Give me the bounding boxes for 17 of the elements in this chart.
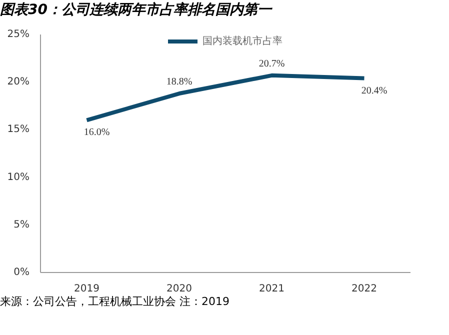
x-tick-label: 2022 (352, 284, 377, 294)
y-tick-label: 20% (7, 76, 30, 88)
y-tick-label: 5% (14, 219, 30, 230)
y-tick-label: 15% (7, 124, 30, 136)
legend-label: 国内装载机市占率 (202, 34, 282, 48)
y-tick-label: 0% (14, 267, 30, 278)
source-note: 来源：公司公告，工程机械工业协会 注：2019 (0, 294, 230, 310)
x-tick-label: 2021 (259, 284, 284, 294)
x-tick-label: 2019 (74, 284, 100, 294)
y-tick-label: 25% (7, 29, 30, 40)
data-label: 18.8% (166, 76, 192, 88)
x-tick-label: 2020 (166, 284, 192, 294)
data-label: 20.4% (361, 85, 388, 96)
data-label: 16.0% (84, 127, 110, 138)
y-tick-label: 10% (7, 172, 30, 183)
chart-title: 图表30：公司连续两年市占率排名国内第一 (0, 0, 272, 20)
data-label: 20.7% (258, 58, 285, 70)
